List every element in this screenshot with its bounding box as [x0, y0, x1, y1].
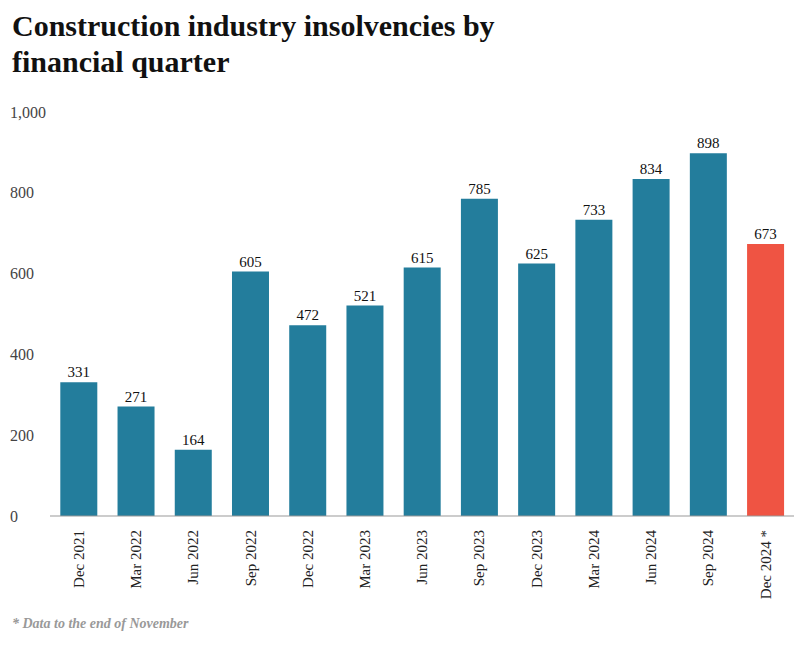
svg-text:0: 0: [10, 508, 18, 525]
svg-text:785: 785: [468, 181, 491, 197]
html-text:* Data to the end of November: * Data to the end of November: [12, 616, 189, 631]
svg-text:472: 472: [296, 307, 319, 323]
svg-text:600: 600: [10, 265, 34, 282]
svg-text:800: 800: [10, 184, 34, 201]
svg-text:Mar 2023: Mar 2023: [357, 530, 373, 589]
svg-text:673: 673: [754, 226, 777, 242]
html-text:Construction industry insolven: Construction industry insolvencies by fi…: [12, 9, 495, 78]
svg-text:Jun 2023: Jun 2023: [414, 530, 430, 585]
svg-text:Jun 2022: Jun 2022: [185, 530, 201, 585]
svg-text:Dec 2023: Dec 2023: [529, 530, 545, 588]
svg-text:Dec 2022: Dec 2022: [300, 530, 316, 588]
svg-text:331: 331: [68, 364, 91, 380]
svg-text:Mar 2022: Mar 2022: [128, 530, 144, 589]
svg-text:625: 625: [525, 246, 548, 262]
svg-text:Jun 2024: Jun 2024: [643, 530, 659, 585]
svg-text:Dec 2021: Dec 2021: [71, 530, 87, 588]
svg-text:834: 834: [640, 161, 663, 177]
svg-text:733: 733: [583, 202, 606, 218]
svg-text:1,000: 1,000: [10, 104, 46, 121]
svg-text:Dec 2024 *: Dec 2024 *: [758, 530, 774, 599]
svg-text:615: 615: [411, 250, 434, 266]
svg-text:271: 271: [125, 389, 148, 405]
svg-text:200: 200: [10, 427, 34, 444]
svg-text:164: 164: [182, 432, 205, 448]
svg-text:Mar 2024: Mar 2024: [586, 530, 602, 589]
svg-text:605: 605: [239, 254, 262, 270]
svg-text:Sep 2024: Sep 2024: [700, 530, 716, 587]
svg-text:521: 521: [354, 288, 377, 304]
svg-text:Sep 2023: Sep 2023: [471, 530, 487, 586]
svg-text:400: 400: [10, 346, 34, 363]
svg-text:Sep 2022: Sep 2022: [243, 530, 259, 586]
svg-text:898: 898: [697, 135, 720, 151]
